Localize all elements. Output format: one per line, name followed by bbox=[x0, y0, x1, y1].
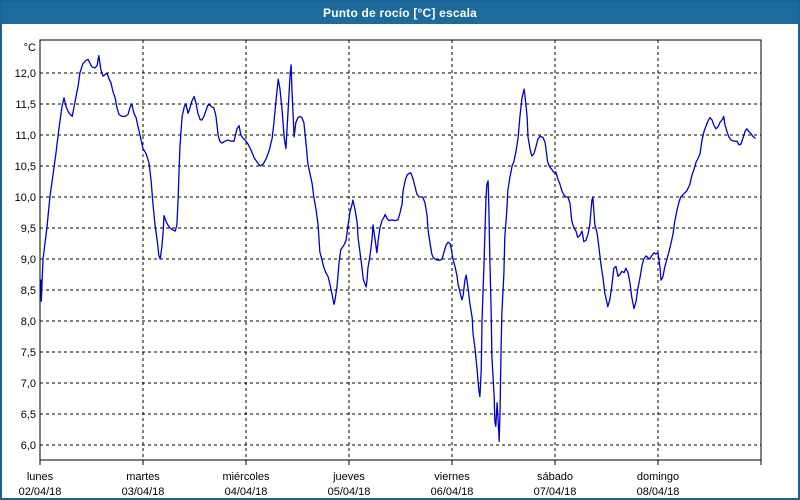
window-title: Punto de rocío [°C] escala bbox=[322, 6, 478, 20]
x-tick-date-label: 05/04/18 bbox=[328, 486, 371, 498]
window-titlebar: Punto de rocío [°C] escala bbox=[2, 2, 798, 24]
y-axis-unit-label: °C bbox=[24, 42, 36, 54]
x-tick-date-label: 08/04/18 bbox=[637, 486, 680, 498]
y-tick-label: 12,0 bbox=[15, 68, 36, 80]
y-tick-label: 10,0 bbox=[15, 192, 36, 204]
x-tick-date-label: 07/04/18 bbox=[534, 486, 577, 498]
y-tick-label: 10,5 bbox=[15, 161, 36, 173]
x-tick-date-label: 04/04/18 bbox=[225, 486, 268, 498]
y-tick-label: 6,0 bbox=[21, 440, 36, 452]
x-tick-day-label: martes bbox=[126, 471, 160, 483]
y-tick-label: 9,5 bbox=[21, 223, 36, 235]
x-tick-date-label: 02/04/18 bbox=[19, 486, 62, 498]
x-tick-date-label: 03/04/18 bbox=[122, 486, 165, 498]
x-tick-day-label: miércoles bbox=[222, 471, 270, 483]
y-tick-label: 9,0 bbox=[21, 254, 36, 266]
y-tick-label: 8,5 bbox=[21, 285, 36, 297]
x-tick-day-label: domingo bbox=[637, 471, 679, 483]
y-tick-label: 6,5 bbox=[21, 409, 36, 421]
y-tick-label: 7,0 bbox=[21, 378, 36, 390]
x-tick-date-label: 06/04/18 bbox=[431, 486, 474, 498]
dewpoint-chart: 12,0 11,5 11,0 10,5 10,0 9,5 9,0 8,5 8,0 7,5 7,0 6,… bbox=[15, 39, 762, 498]
x-tick-day-label: viernes bbox=[434, 471, 470, 483]
x-tick-day-label: lunes bbox=[27, 471, 54, 483]
chart-area: 12,0 11,5 11,0 10,5 10,0 9,5 9,0 8,5 8,0 7,5 7,0 6,… bbox=[2, 24, 798, 498]
y-tick-label: 11,0 bbox=[15, 130, 36, 142]
dewpoint-series-line bbox=[40, 54, 756, 442]
y-tick-label: 8,0 bbox=[21, 316, 36, 328]
plot-border bbox=[39, 39, 762, 461]
y-tick-label: 11,5 bbox=[15, 99, 36, 111]
y-tick-label: 7,5 bbox=[21, 347, 36, 359]
x-tick-day-label: jueves bbox=[332, 471, 365, 483]
x-tick-day-label: sábado bbox=[537, 471, 573, 483]
